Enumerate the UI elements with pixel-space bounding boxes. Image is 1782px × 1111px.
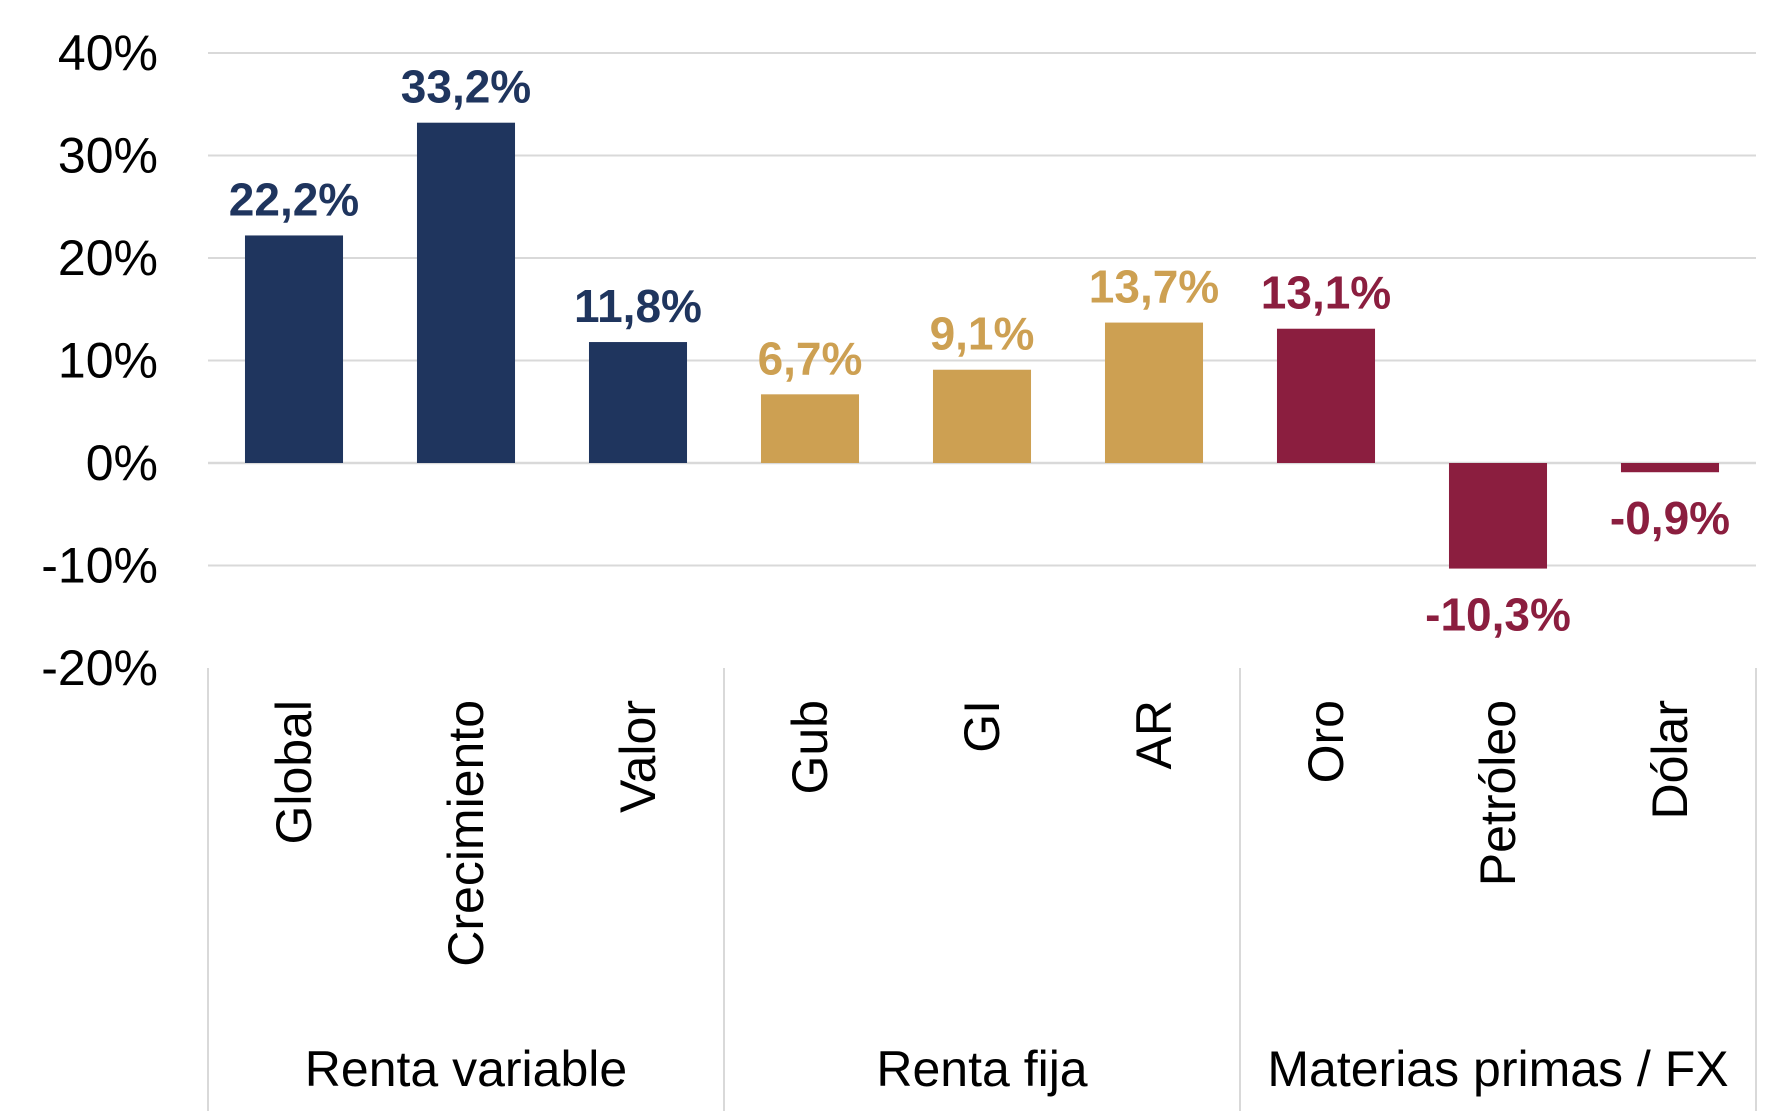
bar-dólar (1620, 463, 1720, 473)
bar-gub (760, 394, 860, 463)
category-label: Crecimiento (438, 700, 494, 967)
x-axis-categories: Global Crecimiento Valor Gub GI AR Oro Petróleo… (266, 700, 1698, 967)
category-label: Global (266, 700, 322, 845)
category-label: Valor (610, 700, 666, 813)
y-tick-label: 0% (86, 435, 158, 491)
category-label: AR (1126, 700, 1182, 769)
group-label: Renta variable (305, 1041, 627, 1097)
bar-gi (932, 369, 1032, 463)
y-tick-label: -10% (41, 538, 158, 594)
bar-ar (1104, 322, 1204, 463)
y-tick-label: 30% (58, 128, 158, 184)
data-label: 6,7% (758, 332, 863, 384)
y-tick-label: 20% (58, 230, 158, 286)
data-labels: 22,2% 33,2% 11,8% 6,7% 9,1% 13,7% 13,1% -10,3%-… (229, 61, 1730, 641)
data-label: -0,9% (1610, 492, 1730, 544)
data-label: 22,2% (229, 173, 359, 225)
category-label: Dólar (1642, 700, 1698, 819)
y-tick-label: 10% (58, 333, 158, 389)
bar-global (244, 235, 344, 463)
group-label: Renta fija (876, 1041, 1087, 1097)
data-label: 33,2% (401, 61, 531, 113)
x-axis-groups: Renta variable Renta fija Materias primas … (207, 668, 1757, 1111)
group-label: Materias primas / FX (1267, 1041, 1728, 1097)
bar-crecimiento (416, 122, 516, 463)
data-label: 9,1% (930, 308, 1035, 360)
data-label: 13,1% (1261, 267, 1391, 319)
bar-valor (588, 342, 688, 463)
y-axis-ticks: 40% 30% 20% 10% 0% -10% -20% (41, 25, 158, 696)
category-label: Petróleo (1470, 700, 1526, 886)
bars (244, 122, 1720, 569)
category-label: GI (954, 700, 1010, 753)
bar-oro (1276, 328, 1376, 463)
data-label: -10,3% (1425, 589, 1571, 641)
bar-petróleo (1448, 463, 1548, 569)
category-label: Gub (782, 700, 838, 795)
data-label: 11,8% (574, 280, 702, 332)
y-tick-label: -20% (41, 640, 158, 696)
data-label: 13,7% (1089, 261, 1219, 313)
y-tick-label: 40% (58, 25, 158, 81)
category-label: Oro (1298, 700, 1354, 783)
